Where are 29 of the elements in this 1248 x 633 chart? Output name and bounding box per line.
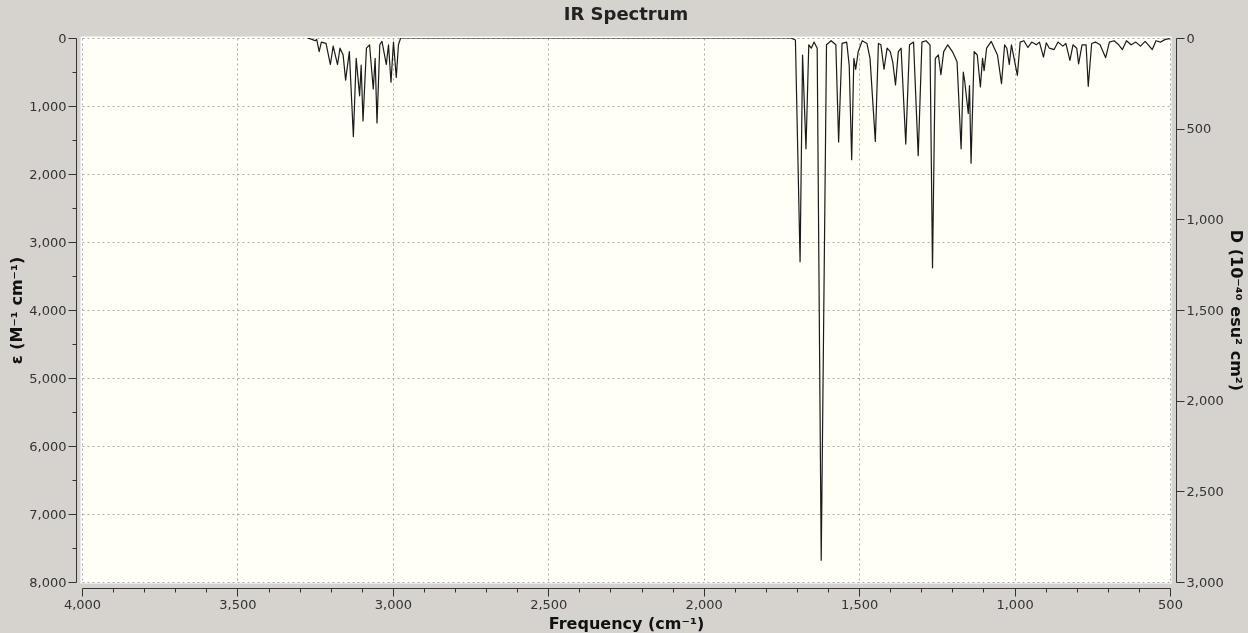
y2-tick-label: 1,500: [1186, 302, 1224, 318]
y2-axis-title: D (10⁻⁴⁰ esu² cm²): [1226, 229, 1246, 392]
y2-tick-label: 3,000: [1186, 574, 1224, 590]
y-tick-label: 0: [58, 30, 67, 46]
y2-tick-label: 1,000: [1186, 211, 1224, 227]
y-tick-label: 5,000: [29, 370, 67, 386]
x-tick-label: 1,000: [996, 596, 1034, 612]
y2-tick-label: 500: [1186, 121, 1212, 137]
y-tick-label: 6,000: [29, 438, 67, 454]
x-tick-label: 2,500: [530, 596, 568, 612]
x-tick-label: 3,500: [219, 596, 257, 612]
x-axis-title: Frequency (cm⁻¹): [548, 613, 705, 633]
y-tick-label: 8,000: [29, 574, 67, 590]
y2-tick-label: 2,500: [1186, 483, 1224, 499]
y-tick-label: 1,000: [29, 98, 67, 114]
y2-tick-label: 2,000: [1186, 393, 1224, 409]
x-tick-label: 500: [1158, 596, 1183, 612]
y-tick-label: 3,000: [29, 234, 67, 250]
y-tick-label: 7,000: [29, 506, 67, 522]
y-axis-title: ε (M⁻¹ cm⁻¹): [7, 256, 27, 365]
line-series: [306, 38, 1170, 561]
y2-tick-label: 0: [1186, 30, 1195, 46]
chart-title: IR Spectrum: [563, 3, 689, 24]
x-tick-label: 3,000: [374, 596, 412, 612]
x-tick-label: 1,500: [841, 596, 879, 612]
y-tick-label: 4,000: [29, 302, 67, 318]
x-tick-label: 2,000: [685, 596, 723, 612]
x-tick-label: 4,000: [63, 596, 102, 612]
y-tick-label: 2,000: [29, 166, 67, 182]
